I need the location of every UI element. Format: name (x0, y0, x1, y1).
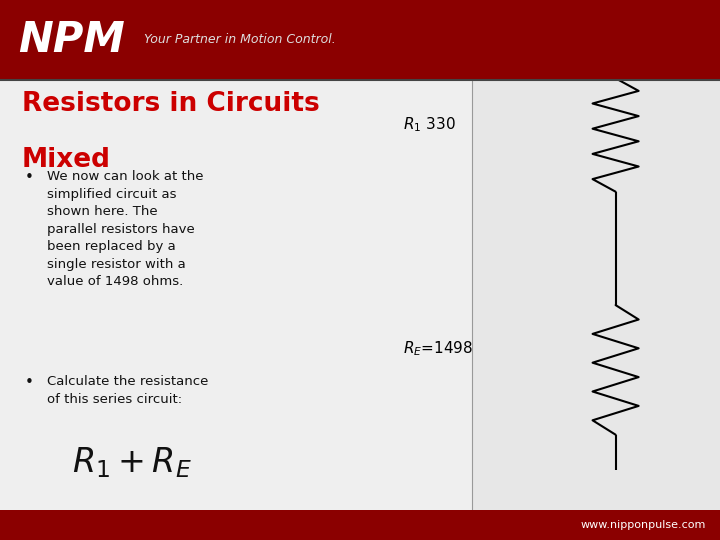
Text: $\mathit{R}_1 + \mathit{R}_E$: $\mathit{R}_1 + \mathit{R}_E$ (72, 446, 192, 480)
Text: Calculate the resistance
of this series circuit:: Calculate the resistance of this series … (47, 375, 208, 406)
Text: NPM: NPM (18, 19, 125, 61)
Text: We now can look at the
simplified circuit as
shown here. The
parallel resistors : We now can look at the simplified circui… (47, 170, 203, 288)
Text: •: • (25, 375, 34, 390)
Text: Your Partner in Motion Control.: Your Partner in Motion Control. (144, 33, 336, 46)
Bar (0, 0, 720, 80)
Text: $R_E$=1498: $R_E$=1498 (403, 339, 474, 357)
Bar (472, 80, 720, 510)
Bar (0, 80, 720, 510)
Text: Resistors in Circuits: Resistors in Circuits (22, 91, 320, 117)
Text: www.nipponpulse.com: www.nipponpulse.com (580, 520, 706, 530)
Bar (0, 510, 720, 540)
Text: Mixed: Mixed (22, 147, 111, 173)
Text: $R_1$ 330: $R_1$ 330 (403, 115, 456, 133)
Text: •: • (25, 170, 34, 185)
